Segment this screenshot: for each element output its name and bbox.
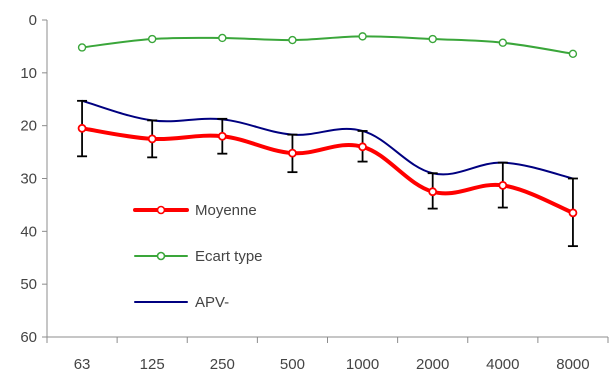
y-tick-label: 0 — [29, 12, 37, 29]
data-point — [147, 34, 157, 44]
legend: Moyenne Ecart type APV- — [122, 188, 282, 322]
data-point — [147, 134, 157, 144]
data-point — [428, 34, 437, 44]
series-moyenne — [77, 99, 578, 248]
series-apv — [81, 99, 574, 180]
data-point — [288, 148, 297, 158]
series-line — [81, 99, 574, 180]
y-tick-label: 50 — [20, 276, 37, 293]
x-tick-label: 8000 — [556, 356, 589, 373]
data-point — [77, 123, 87, 133]
legend-item-ecart-type: Ecart type — [134, 248, 263, 265]
x-tick-label: 63 — [74, 356, 91, 373]
legend-label: APV- — [195, 294, 229, 311]
series-layer — [77, 32, 578, 248]
data-point — [498, 38, 508, 47]
x-tick-label: 250 — [210, 356, 235, 373]
data-point — [568, 49, 578, 59]
y-tick-label: 40 — [20, 223, 37, 240]
data-point — [218, 33, 227, 43]
legend-swatch-marker — [156, 205, 166, 215]
series-line — [81, 35, 574, 55]
x-tick-label: 1000 — [346, 356, 379, 373]
data-point — [568, 208, 578, 218]
legend-label: Ecart type — [195, 248, 263, 265]
series-line — [80, 126, 575, 215]
data-point — [288, 35, 297, 45]
legend-label: Moyenne — [195, 202, 257, 219]
y-tick-label: 60 — [20, 329, 37, 346]
y-tick-label: 30 — [20, 171, 37, 188]
legend-item-apv: APV- — [134, 294, 229, 311]
data-point — [358, 142, 367, 152]
data-point — [217, 131, 227, 141]
x-tick-label: 500 — [280, 356, 305, 373]
data-point — [358, 32, 367, 41]
legend-item-moyenne: Moyenne — [133, 202, 257, 219]
data-point — [498, 180, 508, 190]
y-tick-label: 20 — [20, 118, 37, 135]
data-point — [428, 187, 438, 197]
data-point — [77, 43, 87, 52]
legend-swatch-marker — [156, 251, 166, 261]
series-ecart-type — [77, 32, 578, 59]
axes: 0 10 20 30 40 50 60 63 125 250 500 1000 2000 4000 8000 — [20, 12, 609, 373]
x-tick-label: 4000 — [486, 356, 519, 373]
x-tick-label: 125 — [140, 356, 165, 373]
y-tick-label: 10 — [20, 65, 37, 82]
x-tick-label: 2000 — [416, 356, 449, 373]
